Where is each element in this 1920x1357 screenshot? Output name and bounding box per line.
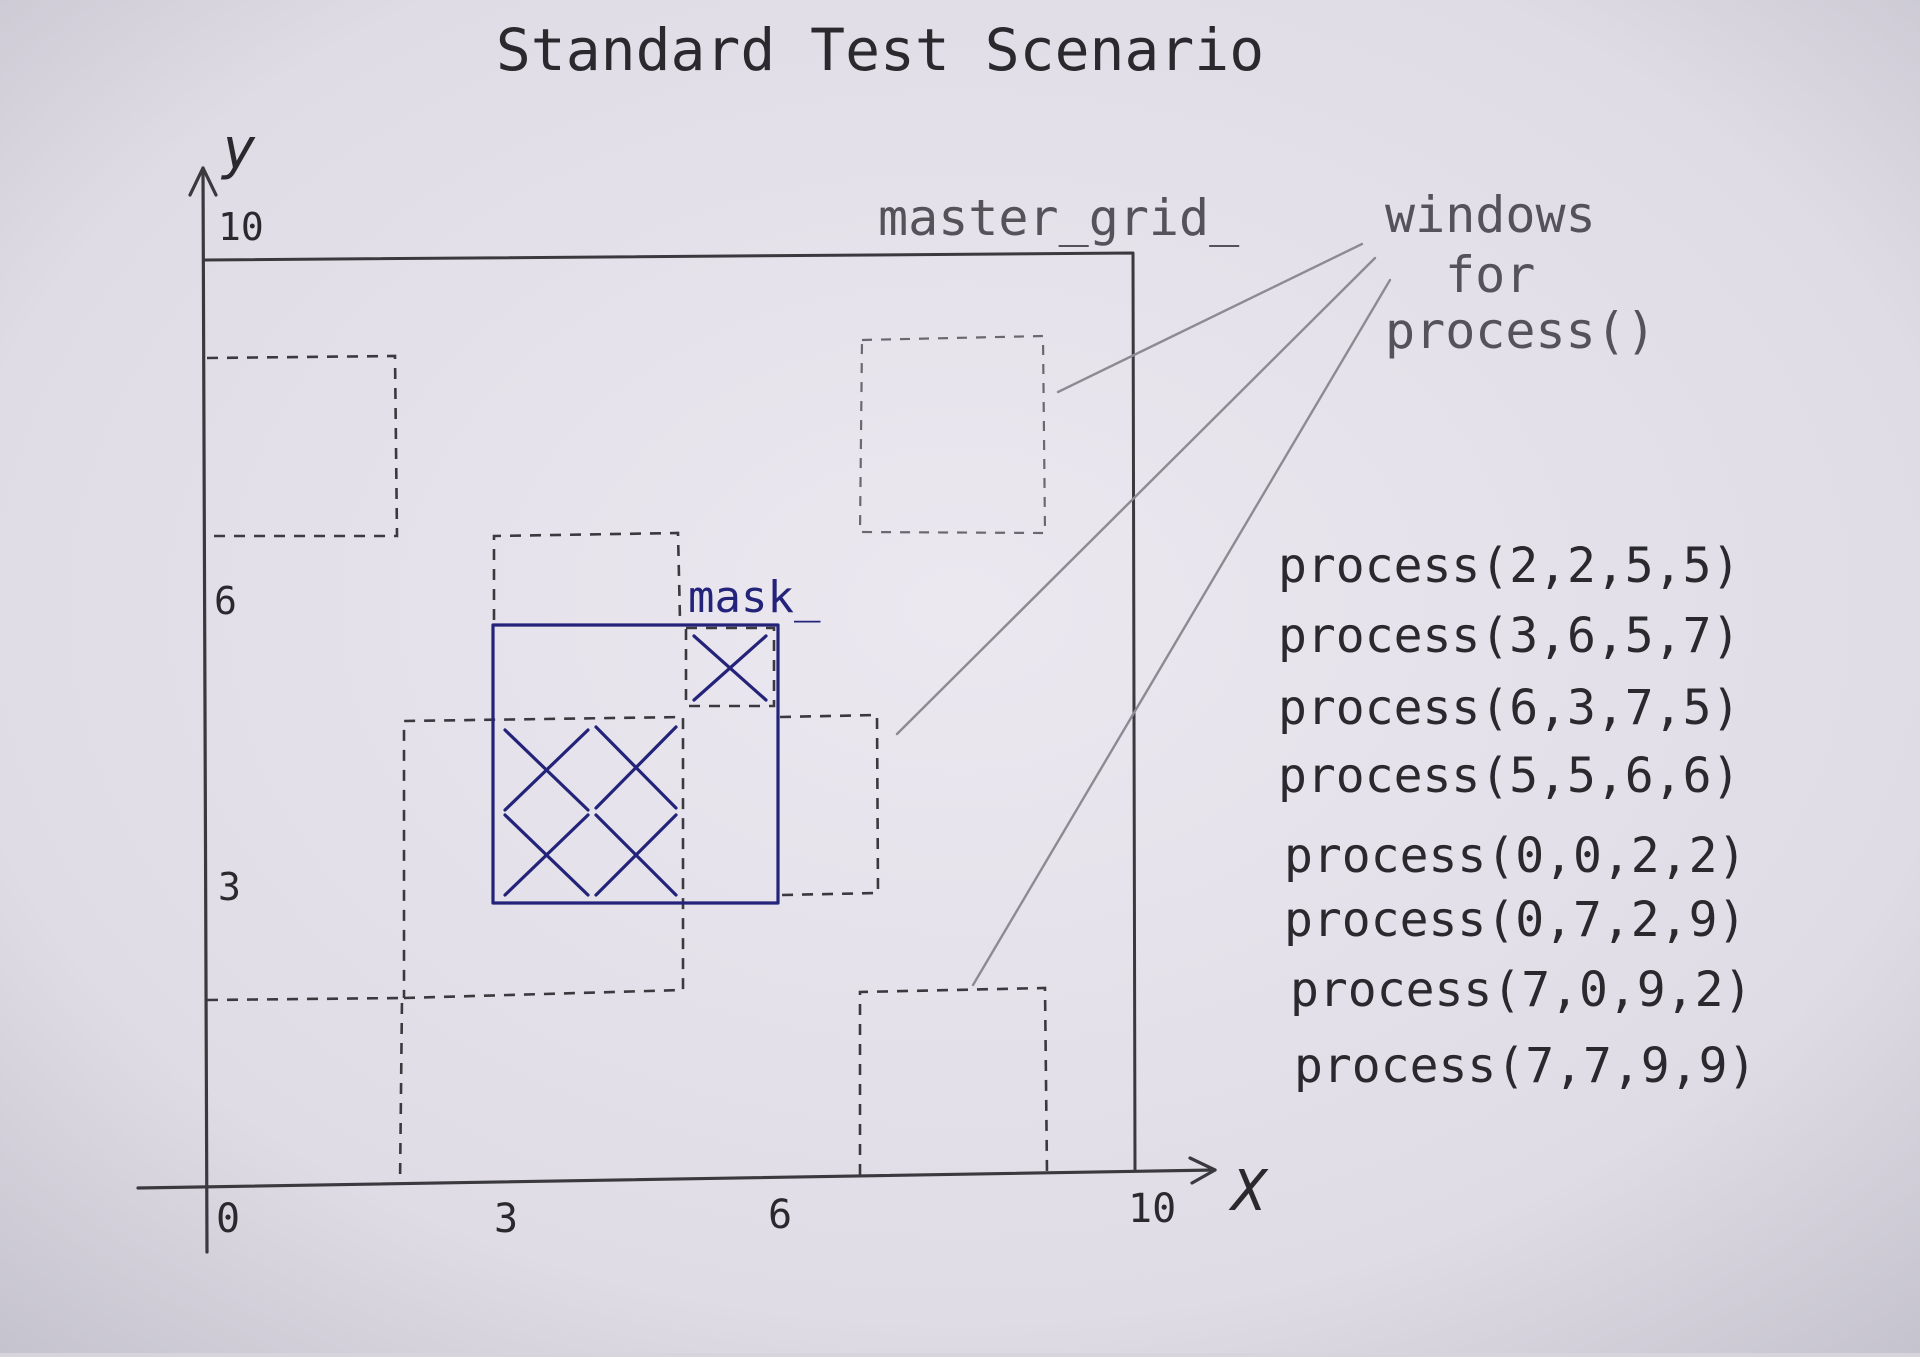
mask-label: mask_ — [688, 572, 821, 623]
window-2-2-5-5 — [402, 715, 685, 1000]
window-6-3-7-5 — [779, 713, 880, 897]
x-tick-6: 6 — [768, 1192, 792, 1238]
windows-label-line3: process() — [1385, 302, 1656, 360]
y-tick-10: 10 — [218, 205, 264, 249]
x-tick-0: 0 — [216, 1196, 240, 1242]
window-7-0-9-2 — [858, 986, 1049, 1175]
master-grid-label: master_grid_ — [878, 189, 1240, 247]
process-call: process(0,7,2,9) — [1284, 892, 1746, 948]
process-call: process(7,7,9,9) — [1294, 1038, 1756, 1094]
x-axis — [136, 1168, 1217, 1190]
x-axis-arrowhead — [1188, 1156, 1217, 1185]
process-call: process(5,5,6,6) — [1278, 748, 1740, 804]
process-call: process(2,2,5,5) — [1278, 538, 1740, 594]
window-3-6-5-7 — [492, 531, 682, 621]
callout-leader-lines — [895, 242, 1392, 987]
x-tick-3: 3 — [494, 1196, 518, 1242]
mask-cell-5-5 — [684, 626, 776, 708]
windows-label-line2: for — [1445, 246, 1535, 304]
window-0-7-2-9 — [206, 354, 399, 538]
process-call: process(7,0,9,2) — [1290, 962, 1752, 1018]
master-grid-border — [203, 251, 1137, 1172]
diagram-title: Standard Test Scenario — [496, 16, 1264, 84]
mask-crosses — [503, 634, 768, 897]
y-axis — [201, 166, 209, 1254]
windows-label-line1: windows — [1385, 186, 1596, 244]
window-7-7-9-9 — [858, 334, 1047, 535]
x-axis-label: X — [1228, 1159, 1269, 1224]
y-tick-6: 6 — [214, 579, 237, 623]
y-tick-3: 3 — [218, 865, 241, 909]
window-0-0-2-2 — [206, 996, 404, 1186]
process-call-list: process(2,2,5,5) process(3,6,5,7) proces… — [1278, 538, 1756, 1094]
process-call: process(0,0,2,2) — [1284, 828, 1746, 884]
process-call: process(6,3,7,5) — [1278, 680, 1740, 736]
process-call: process(3,6,5,7) — [1278, 608, 1740, 664]
y-axis-arrowhead — [188, 166, 218, 197]
mask-rectangle — [491, 623, 780, 905]
x-tick-10: 10 — [1128, 1186, 1176, 1232]
y-axis-label: y — [220, 117, 256, 182]
